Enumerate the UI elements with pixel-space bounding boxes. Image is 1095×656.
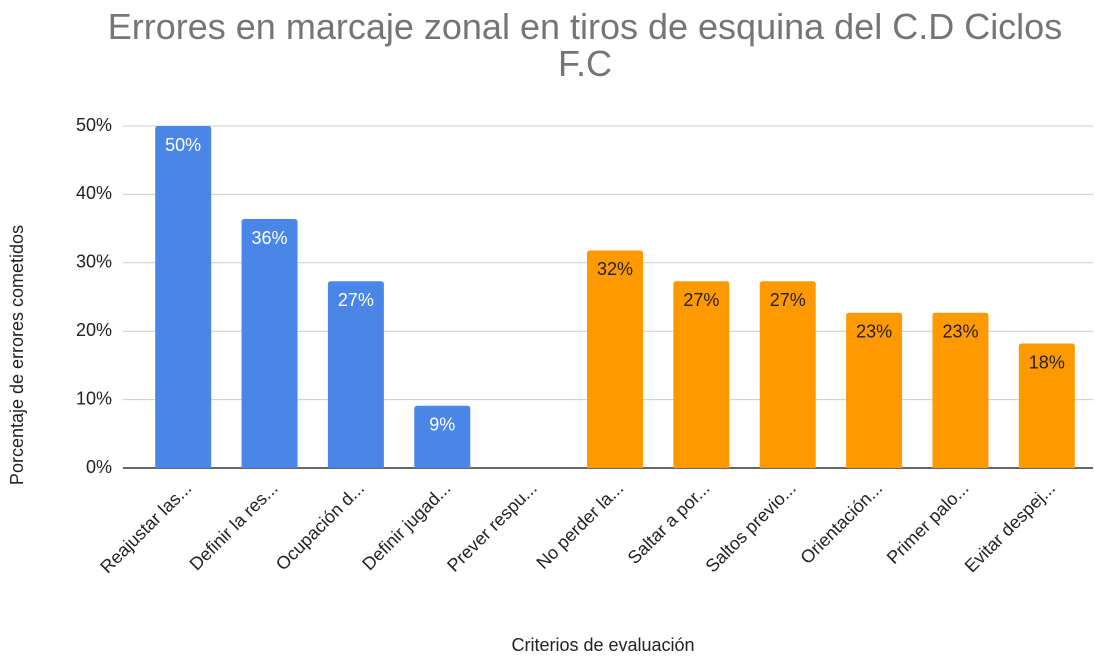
x-tick-label: Saltar a por...: [624, 478, 714, 568]
chart-title: Errores en marcaje zonal en tiros de esq…: [107, 6, 1063, 84]
x-tick-label: Saltos previo...: [702, 478, 800, 576]
x-tick-label: Ocupación d...: [272, 478, 368, 574]
data-label: 27%: [683, 290, 719, 310]
y-tick-label: 10%: [76, 388, 112, 408]
x-tick-label: Reajustar las...: [96, 478, 195, 577]
x-tick-label: Definir jugad...: [358, 478, 454, 574]
bar: [414, 405, 471, 468]
bar: [155, 126, 212, 468]
y-tick-label: 20%: [76, 320, 112, 340]
x-tick-label: No perder la...: [532, 478, 627, 573]
bar: [759, 281, 816, 468]
bar: [241, 219, 298, 468]
y-tick-label: 0%: [86, 457, 112, 477]
x-tick-label: Primer palo...: [883, 478, 973, 568]
y-tick-label: 30%: [76, 252, 112, 272]
data-label: 32%: [597, 259, 633, 279]
bar: [587, 250, 643, 468]
x-axis-title: Criterios de evaluación: [511, 635, 694, 655]
bar: [932, 312, 989, 468]
x-tick-label: Definir la res...: [186, 478, 282, 574]
data-label: 23%: [942, 321, 978, 341]
bar: [846, 312, 903, 468]
data-label: 36%: [252, 228, 288, 248]
data-label: 50%: [165, 135, 201, 155]
data-label: 9%: [429, 415, 455, 435]
data-label: 18%: [1029, 352, 1065, 372]
data-label: 23%: [856, 321, 892, 341]
data-label: 27%: [338, 290, 374, 310]
x-tick-label: Prever respu...: [443, 478, 541, 576]
bar: [673, 281, 730, 468]
bar: [1018, 343, 1075, 468]
x-tick-label: Orientación...: [796, 478, 886, 568]
y-tick-label: 40%: [76, 183, 112, 203]
bar: [327, 281, 384, 468]
y-axis-title: Porcentaje de errores cometidos: [7, 225, 27, 485]
data-label: 27%: [770, 290, 806, 310]
x-tick-label: Evitar despej...: [961, 478, 1059, 576]
y-tick-label: 50%: [76, 115, 112, 135]
